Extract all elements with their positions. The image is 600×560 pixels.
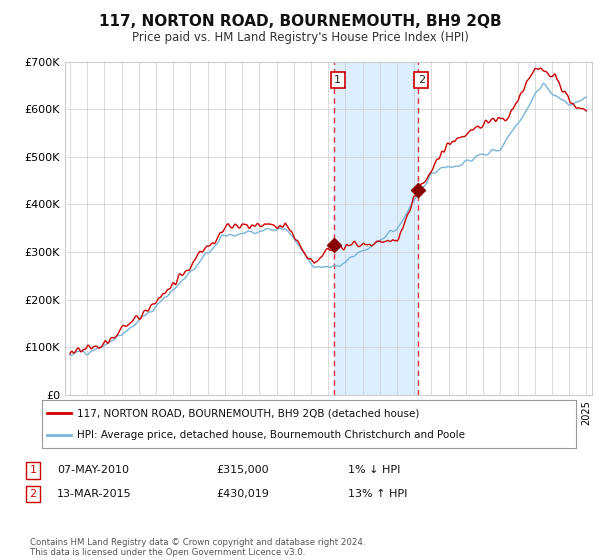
- Text: 13% ↑ HPI: 13% ↑ HPI: [348, 489, 407, 499]
- Text: 117, NORTON ROAD, BOURNEMOUTH, BH9 2QB (detached house): 117, NORTON ROAD, BOURNEMOUTH, BH9 2QB (…: [77, 408, 419, 418]
- Text: Contains HM Land Registry data © Crown copyright and database right 2024.
This d: Contains HM Land Registry data © Crown c…: [30, 538, 365, 557]
- Text: 1: 1: [29, 465, 37, 475]
- Text: 2: 2: [418, 75, 425, 85]
- Text: 1: 1: [334, 75, 341, 85]
- Bar: [334, 62, 418, 395]
- Text: 117, NORTON ROAD, BOURNEMOUTH, BH9 2QB: 117, NORTON ROAD, BOURNEMOUTH, BH9 2QB: [98, 14, 502, 29]
- Text: 07-MAY-2010: 07-MAY-2010: [57, 465, 129, 475]
- Text: £430,019: £430,019: [216, 489, 269, 499]
- Text: HPI: Average price, detached house, Bournemouth Christchurch and Poole: HPI: Average price, detached house, Bour…: [77, 430, 465, 440]
- Text: £315,000: £315,000: [216, 465, 269, 475]
- Text: 1% ↓ HPI: 1% ↓ HPI: [348, 465, 400, 475]
- Text: 2: 2: [29, 489, 37, 499]
- Text: Price paid vs. HM Land Registry's House Price Index (HPI): Price paid vs. HM Land Registry's House …: [131, 31, 469, 44]
- Text: 13-MAR-2015: 13-MAR-2015: [57, 489, 131, 499]
